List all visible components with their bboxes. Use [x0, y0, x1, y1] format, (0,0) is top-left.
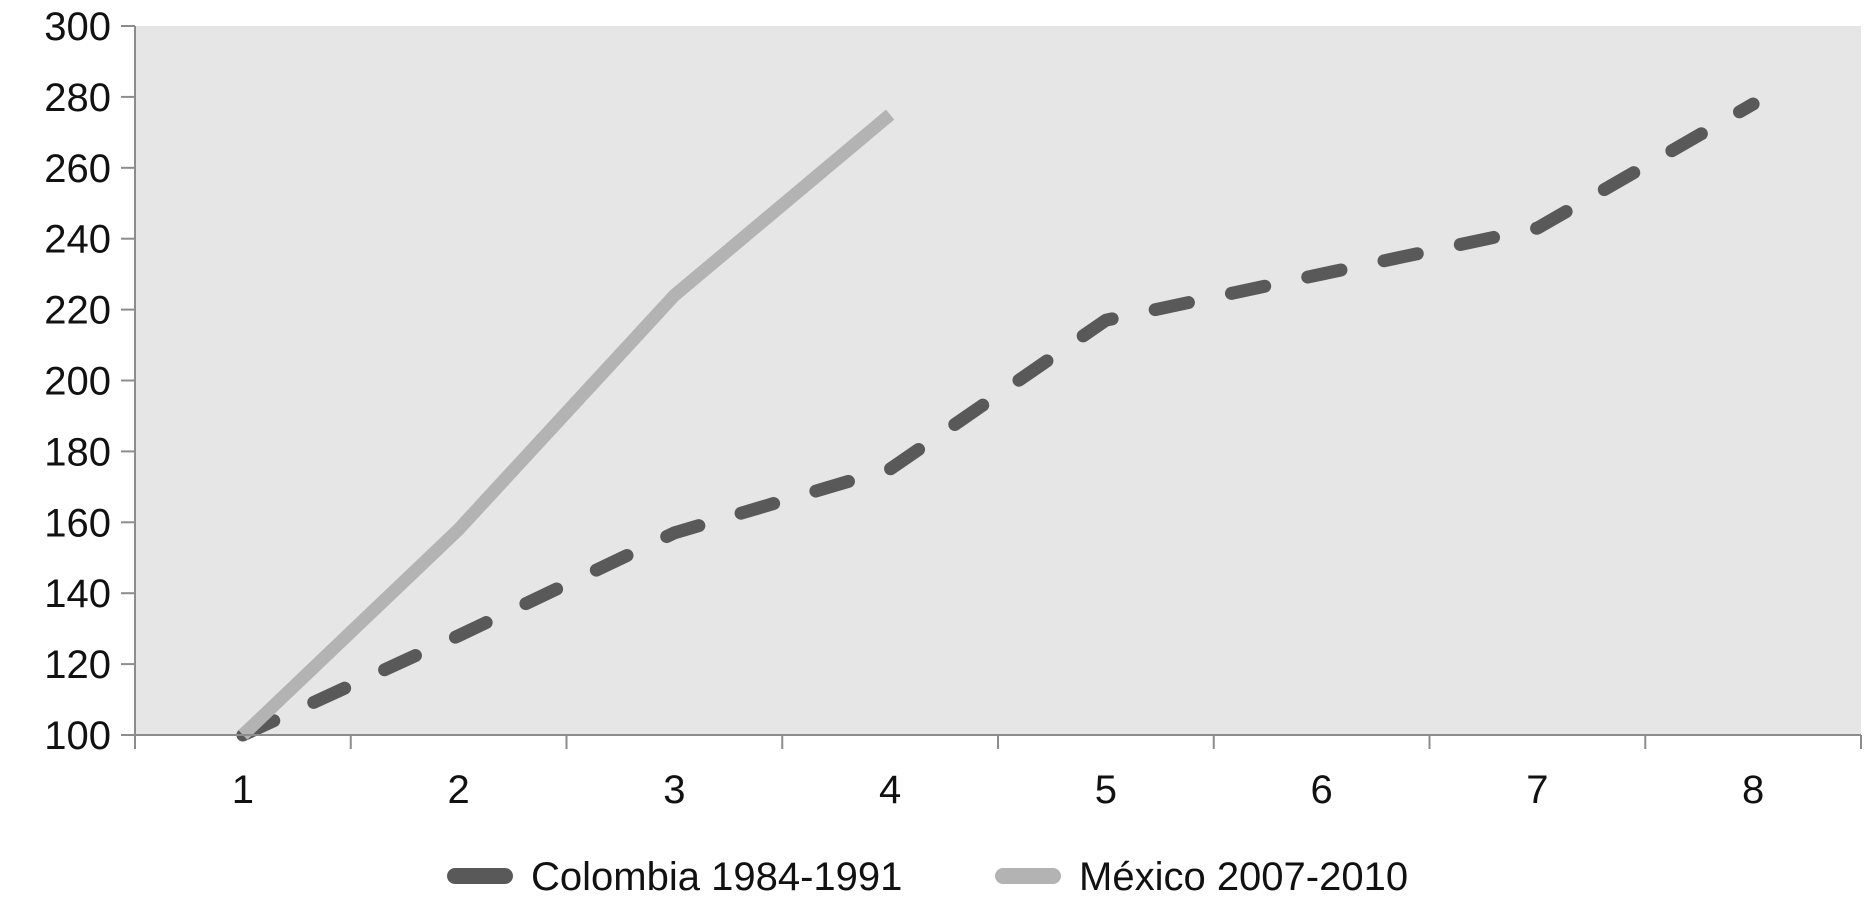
x-tick-label: 8: [1742, 768, 1764, 812]
y-tick-label: 100: [44, 714, 111, 758]
x-tick-label: 4: [879, 768, 901, 812]
y-tick-label: 260: [44, 147, 111, 191]
x-tick-label: 7: [1526, 768, 1548, 812]
y-tick-label: 300: [44, 5, 111, 49]
y-tick-label: 160: [44, 501, 111, 545]
y-tick-label: 140: [44, 572, 111, 616]
y-tick-label: 120: [44, 643, 111, 687]
y-tick-label: 200: [44, 360, 111, 404]
y-tick-label: 240: [44, 218, 111, 262]
x-tick-label: 1: [232, 768, 254, 812]
legend-label: Colombia 1984-1991: [531, 855, 902, 895]
x-tick-label: 2: [448, 768, 470, 812]
y-tick-label: 280: [44, 76, 111, 120]
series-line-mexico: [238, 109, 895, 740]
legend: Colombia 1984-1991 México 2007-2010: [447, 855, 1408, 899]
x-tick-label: 6: [1311, 768, 1333, 812]
y-tick-label: 180: [44, 430, 111, 474]
plot-area-background: [135, 26, 1861, 735]
x-tick-label: 5: [1095, 768, 1117, 812]
legend-label: México 2007-2010: [1079, 855, 1408, 895]
series-layer: [236, 97, 1760, 742]
x-tick-label: 3: [663, 768, 685, 812]
y-tick-label: 220: [44, 289, 111, 333]
axis-layer: 100 120 140 160 180 200 220 240 260 280 300 1 2 3 4 5 6 7…: [44, 5, 1862, 812]
